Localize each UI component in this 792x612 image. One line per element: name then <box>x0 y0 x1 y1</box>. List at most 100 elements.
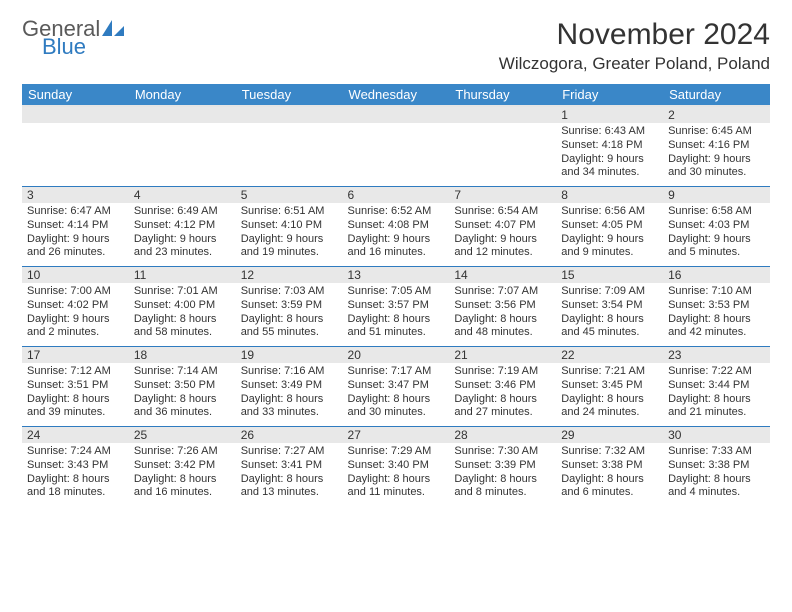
day-detail-line: and 13 minutes. <box>241 486 338 500</box>
day-detail-line: and 39 minutes. <box>27 406 124 420</box>
day-detail-line: Sunset: 3:45 PM <box>561 379 658 393</box>
calendar-day-cell: 9Sunrise: 6:58 AMSunset: 4:03 PMDaylight… <box>663 187 770 267</box>
calendar-week-row: 3Sunrise: 6:47 AMSunset: 4:14 PMDaylight… <box>22 187 770 267</box>
calendar-week-row: 24Sunrise: 7:24 AMSunset: 3:43 PMDayligh… <box>22 427 770 507</box>
day-detail-line: Sunrise: 7:03 AM <box>241 285 338 299</box>
day-details: Sunrise: 6:52 AMSunset: 4:08 PMDaylight:… <box>343 203 450 266</box>
day-detail-line: Sunrise: 7:00 AM <box>27 285 124 299</box>
calendar-day-cell: 10Sunrise: 7:00 AMSunset: 4:02 PMDayligh… <box>22 267 129 347</box>
weekday-header: Thursday <box>449 84 556 106</box>
day-detail-line: and 4 minutes. <box>668 486 765 500</box>
day-number: 12 <box>236 267 343 283</box>
title-block: November 2024 Wilczogora, Greater Poland… <box>499 18 770 74</box>
day-detail-line: Sunset: 3:42 PM <box>134 459 231 473</box>
day-detail-line: and 48 minutes. <box>454 326 551 340</box>
day-detail-line: Sunrise: 7:19 AM <box>454 365 551 379</box>
day-detail-line: Daylight: 8 hours <box>454 313 551 327</box>
day-detail-line: Sunrise: 7:17 AM <box>348 365 445 379</box>
day-number: 8 <box>556 187 663 203</box>
calendar-day-cell: 25Sunrise: 7:26 AMSunset: 3:42 PMDayligh… <box>129 427 236 507</box>
day-detail-line: Sunrise: 7:27 AM <box>241 445 338 459</box>
day-number: 30 <box>663 427 770 443</box>
day-details: Sunrise: 6:56 AMSunset: 4:05 PMDaylight:… <box>556 203 663 266</box>
day-detail-line: and 27 minutes. <box>454 406 551 420</box>
day-number: 9 <box>663 187 770 203</box>
day-detail-line: and 21 minutes. <box>668 406 765 420</box>
day-detail-line: and 36 minutes. <box>134 406 231 420</box>
calendar-day-cell: 8Sunrise: 6:56 AMSunset: 4:05 PMDaylight… <box>556 187 663 267</box>
day-detail-line: Daylight: 9 hours <box>348 233 445 247</box>
day-detail-line: Daylight: 8 hours <box>27 473 124 487</box>
day-number: 19 <box>236 347 343 363</box>
calendar-day-cell <box>129 106 236 187</box>
day-number: 25 <box>129 427 236 443</box>
day-number: 11 <box>129 267 236 283</box>
day-detail-line: Sunset: 4:12 PM <box>134 219 231 233</box>
day-detail-line: Sunset: 3:38 PM <box>561 459 658 473</box>
calendar-day-cell: 23Sunrise: 7:22 AMSunset: 3:44 PMDayligh… <box>663 347 770 427</box>
day-detail-line: and 34 minutes. <box>561 166 658 180</box>
day-detail-line: Sunrise: 6:56 AM <box>561 205 658 219</box>
day-detail-line: Sunset: 3:44 PM <box>668 379 765 393</box>
day-details: Sunrise: 7:09 AMSunset: 3:54 PMDaylight:… <box>556 283 663 346</box>
day-detail-line: Daylight: 9 hours <box>561 233 658 247</box>
day-number: 24 <box>22 427 129 443</box>
day-detail-line: Sunrise: 7:21 AM <box>561 365 658 379</box>
day-number: 27 <box>343 427 450 443</box>
day-details: Sunrise: 6:58 AMSunset: 4:03 PMDaylight:… <box>663 203 770 266</box>
calendar-body: 1Sunrise: 6:43 AMSunset: 4:18 PMDaylight… <box>22 106 770 506</box>
day-detail-line: Sunset: 3:41 PM <box>241 459 338 473</box>
calendar-day-cell: 14Sunrise: 7:07 AMSunset: 3:56 PMDayligh… <box>449 267 556 347</box>
calendar-day-cell: 6Sunrise: 6:52 AMSunset: 4:08 PMDaylight… <box>343 187 450 267</box>
day-detail-line: Daylight: 8 hours <box>668 473 765 487</box>
day-number: 23 <box>663 347 770 363</box>
weekday-header: Monday <box>129 84 236 106</box>
day-detail-line: Sunset: 4:02 PM <box>27 299 124 313</box>
day-detail-line: Sunset: 4:00 PM <box>134 299 231 313</box>
day-detail-line: Daylight: 8 hours <box>668 313 765 327</box>
day-detail-line: Daylight: 8 hours <box>241 313 338 327</box>
day-details: Sunrise: 7:14 AMSunset: 3:50 PMDaylight:… <box>129 363 236 426</box>
sail-triangle-icon <box>102 20 126 36</box>
day-detail-line: Sunrise: 7:09 AM <box>561 285 658 299</box>
day-number: 6 <box>343 187 450 203</box>
day-number: 7 <box>449 187 556 203</box>
day-detail-line: Sunset: 3:40 PM <box>348 459 445 473</box>
calendar-day-cell: 20Sunrise: 7:17 AMSunset: 3:47 PMDayligh… <box>343 347 450 427</box>
day-number: 16 <box>663 267 770 283</box>
day-detail-line: Sunrise: 6:45 AM <box>668 125 765 139</box>
day-number: 28 <box>449 427 556 443</box>
calendar-day-cell: 16Sunrise: 7:10 AMSunset: 3:53 PMDayligh… <box>663 267 770 347</box>
day-detail-line: Daylight: 9 hours <box>454 233 551 247</box>
calendar-day-cell: 21Sunrise: 7:19 AMSunset: 3:46 PMDayligh… <box>449 347 556 427</box>
calendar-day-cell: 17Sunrise: 7:12 AMSunset: 3:51 PMDayligh… <box>22 347 129 427</box>
day-number: 26 <box>236 427 343 443</box>
day-detail-line: Daylight: 8 hours <box>241 393 338 407</box>
day-detail-line: Daylight: 8 hours <box>348 473 445 487</box>
day-detail-line: and 8 minutes. <box>454 486 551 500</box>
day-detail-line: Sunrise: 7:01 AM <box>134 285 231 299</box>
day-detail-line: Sunset: 3:49 PM <box>241 379 338 393</box>
day-detail-line: and 51 minutes. <box>348 326 445 340</box>
day-detail-line: and 16 minutes. <box>134 486 231 500</box>
day-detail-line: Daylight: 8 hours <box>561 313 658 327</box>
calendar-grid: SundayMondayTuesdayWednesdayThursdayFrid… <box>22 84 770 506</box>
day-detail-line: Daylight: 8 hours <box>561 393 658 407</box>
day-detail-line: Sunset: 4:16 PM <box>668 139 765 153</box>
calendar-day-cell: 19Sunrise: 7:16 AMSunset: 3:49 PMDayligh… <box>236 347 343 427</box>
day-detail-line: and 30 minutes. <box>668 166 765 180</box>
day-details: Sunrise: 7:16 AMSunset: 3:49 PMDaylight:… <box>236 363 343 426</box>
day-number: 20 <box>343 347 450 363</box>
day-number <box>449 107 556 123</box>
day-details: Sunrise: 7:19 AMSunset: 3:46 PMDaylight:… <box>449 363 556 426</box>
day-number: 17 <box>22 347 129 363</box>
day-detail-line: Sunrise: 7:24 AM <box>27 445 124 459</box>
day-number: 4 <box>129 187 236 203</box>
day-details <box>236 123 343 181</box>
day-detail-line: Sunset: 3:47 PM <box>348 379 445 393</box>
day-detail-line: Daylight: 9 hours <box>241 233 338 247</box>
day-detail-line: Daylight: 9 hours <box>668 233 765 247</box>
day-details: Sunrise: 7:12 AMSunset: 3:51 PMDaylight:… <box>22 363 129 426</box>
day-number: 15 <box>556 267 663 283</box>
day-detail-line: Sunset: 3:59 PM <box>241 299 338 313</box>
